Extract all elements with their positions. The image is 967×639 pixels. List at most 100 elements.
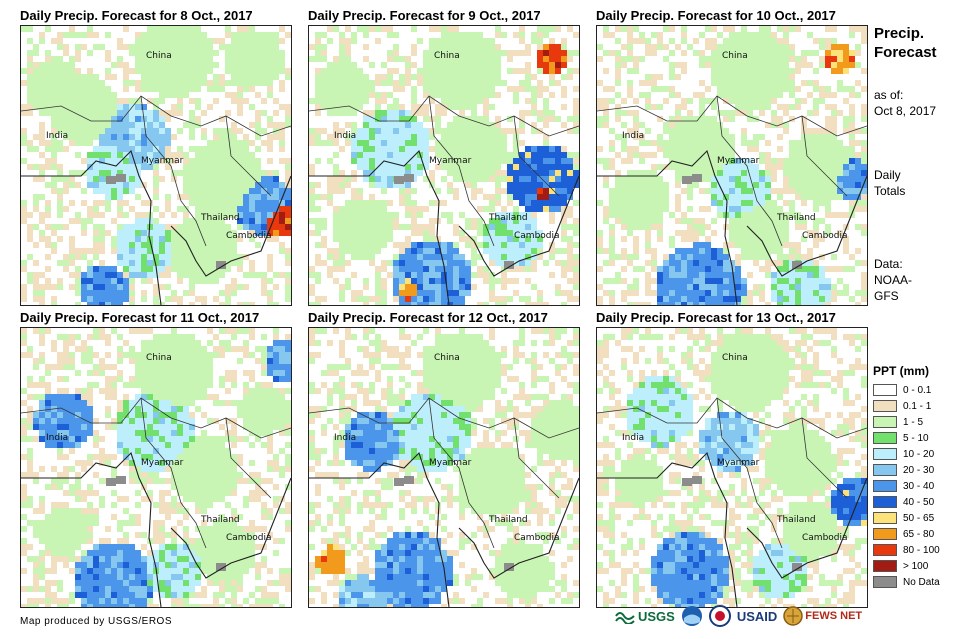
legend-item: 10 - 20 [873,446,940,462]
place-label-china: China [722,353,748,363]
legend-label: 80 - 100 [903,544,940,556]
place-label-myanmar: Myanmar [141,156,184,166]
place-label-india: India [46,131,69,141]
legend-label: 0.1 - 1 [903,400,932,412]
totals-note: Daily Totals [874,167,905,199]
place-label-thailand: Thailand [489,515,528,525]
precip-grid [309,328,579,607]
fewsnet-logo: FEWS NET [783,606,862,626]
place-label-cambodia: Cambodia [226,231,272,241]
precip-map: China India Myanmar Thailand Cambodia [20,327,292,608]
place-label-myanmar: Myanmar [717,458,760,468]
usgs-wave-icon [615,612,635,624]
legend-label: 0 - 0.1 [903,384,932,396]
legend-label: 30 - 40 [903,480,935,492]
panel-title: Daily Precip. Forecast for 10 Oct., 2017 [596,8,836,23]
country-borders [309,397,579,549]
usgs-logo: USGS [615,608,675,624]
legend-item: > 100 [873,558,940,574]
precip-grid [309,26,579,305]
title-line-1: Precip. [874,25,925,42]
place-label-cambodia: Cambodia [226,533,272,543]
data-line-3: GFS [874,289,899,303]
place-label-cambodia: Cambodia [802,231,848,241]
precip-grid [21,328,291,607]
legend-swatch [873,448,897,460]
legend-label: 1 - 5 [903,416,924,428]
place-label-china: China [722,51,748,61]
asof-value: Oct 8, 2017 [874,104,937,118]
country-borders [21,397,291,549]
as-of-date: as of: Oct 8, 2017 [874,87,936,119]
place-label-india: India [334,433,357,443]
legend-swatch [873,416,897,428]
place-label-thailand: Thailand [201,213,240,223]
noaa-icon [681,606,702,626]
place-label-china: China [434,51,460,61]
legend-item: 20 - 30 [873,462,940,478]
legend-item: 1 - 5 [873,414,940,430]
legend: PPT (mm) 0 - 0.1 0.1 - 1 1 - 5 5 - 10 10 - 2… [873,364,940,590]
place-label-china: China [146,353,172,363]
country-borders [21,95,291,247]
data-source: Data: NOAA- GFS [874,256,912,304]
legend-label: > 100 [903,560,929,572]
legend-label: No Data [903,576,940,588]
data-line-2: NOAA- [874,273,913,287]
place-label-india: India [334,131,357,141]
legend-swatch [873,400,897,412]
precip-grid [597,328,867,607]
precip-map: China India Myanmar Thailand Cambodia [596,25,868,306]
legend-label: 40 - 50 [903,496,935,508]
coastline [21,149,291,305]
coastline [309,149,579,305]
place-label-myanmar: Myanmar [717,156,760,166]
fewsnet-globe-icon [783,606,804,626]
legend-swatch [873,528,897,540]
usaid-logo: USAID [736,608,778,624]
precip-map: China India Myanmar Thailand Cambodia [308,25,580,306]
legend-label: 20 - 30 [903,464,935,476]
legend-swatch [873,576,897,588]
place-label-cambodia: Cambodia [514,533,560,543]
place-label-myanmar: Myanmar [141,458,184,468]
legend-item: 80 - 100 [873,542,940,558]
place-label-china: China [434,353,460,363]
title-line-2: Forecast [874,44,937,61]
legend-swatch [873,432,897,444]
legend-item: 0 - 0.1 [873,382,940,398]
legend-label: 5 - 10 [903,432,929,444]
legend-item: 30 - 40 [873,478,940,494]
place-label-cambodia: Cambodia [802,533,848,543]
legend-swatch [873,496,897,508]
legend-swatch [873,560,897,572]
country-borders [597,95,867,247]
data-line-1: Data: [874,257,903,271]
precip-map: China India Myanmar Thailand Cambodia [596,327,868,608]
place-label-myanmar: Myanmar [429,156,472,166]
legend-item: 50 - 65 [873,510,940,526]
precip-grid [597,26,867,305]
panel-title: Daily Precip. Forecast for 9 Oct., 2017 [308,8,541,23]
panel-title: Daily Precip. Forecast for 8 Oct., 2017 [20,8,253,23]
panel-title: Daily Precip. Forecast for 13 Oct., 2017 [596,310,836,325]
logo-strip: USGS USAID FEWS NET [615,605,862,627]
place-label-thailand: Thailand [777,515,816,525]
place-label-thailand: Thailand [489,213,528,223]
legend-label: 65 - 80 [903,528,935,540]
totals-line-1: Daily [874,168,901,182]
place-label-thailand: Thailand [201,515,240,525]
precip-map: China India Myanmar Thailand Cambodia [308,327,580,608]
legend-swatch [873,480,897,492]
place-label-myanmar: Myanmar [429,458,472,468]
place-label-india: India [46,433,69,443]
place-label-india: India [622,433,645,443]
legend-item: 5 - 10 [873,430,940,446]
coastline [309,451,579,607]
place-label-thailand: Thailand [777,213,816,223]
legend-item: 40 - 50 [873,494,940,510]
legend-swatch [873,464,897,476]
totals-line-2: Totals [874,184,906,198]
map-credit: Map produced by USGS/EROS [20,616,173,627]
precip-grid [21,26,291,305]
